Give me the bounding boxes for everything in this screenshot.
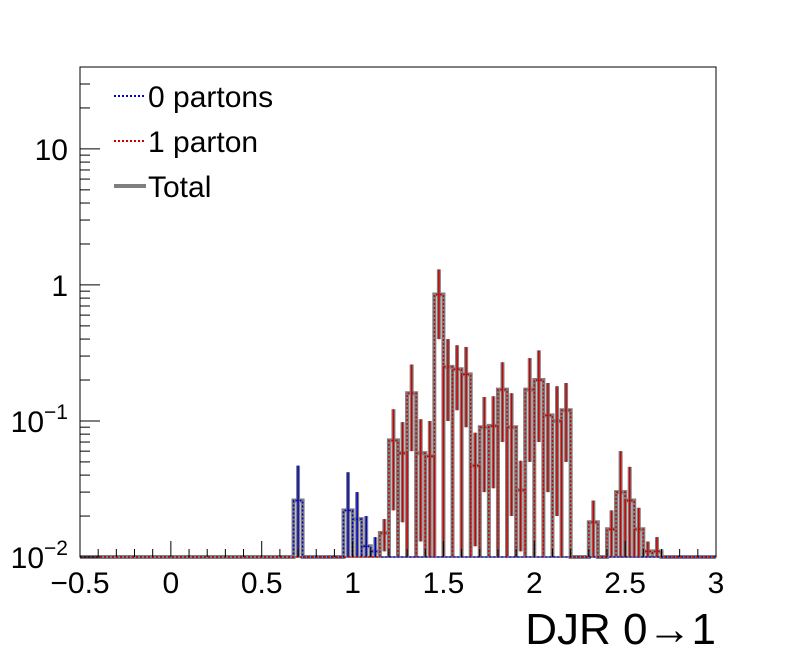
series-line-comp1: [80, 293, 716, 558]
legend: 0 partons 1 parton Total: [114, 81, 273, 204]
x-tick-label: 1: [344, 567, 361, 600]
y-tick-label: 10−2: [11, 537, 68, 575]
x-tick-label: 2: [526, 567, 543, 600]
x-axis-tick-labels: −0.5 0 0.5 1 1.5 2 2.5 3: [50, 567, 724, 600]
legend-label-1: 1 parton: [148, 126, 258, 159]
y-tick-label: 10−1: [11, 401, 68, 439]
x-tick-label: 0.5: [241, 567, 283, 600]
legend-label-2: Total: [148, 171, 211, 204]
y-axis-tick-labels: 10 1 10−1 10−2: [11, 134, 68, 575]
x-axis-ticks: [79, 541, 717, 557]
y-tick-label: 1: [51, 270, 68, 303]
legend-label-0: 0 partons: [148, 81, 273, 114]
histogram-layer: [80, 269, 716, 559]
x-tick-label: 3: [708, 567, 725, 600]
x-axis-title: DJR 0→1: [525, 605, 716, 654]
y-tick-label: 10: [35, 134, 68, 167]
x-tick-label: −0.5: [50, 567, 109, 600]
y-axis-ticks: [80, 66, 100, 558]
x-tick-label: 1.5: [423, 567, 465, 600]
x-tick-label: 0: [163, 567, 180, 600]
x-tick-label: 2.5: [604, 567, 646, 600]
